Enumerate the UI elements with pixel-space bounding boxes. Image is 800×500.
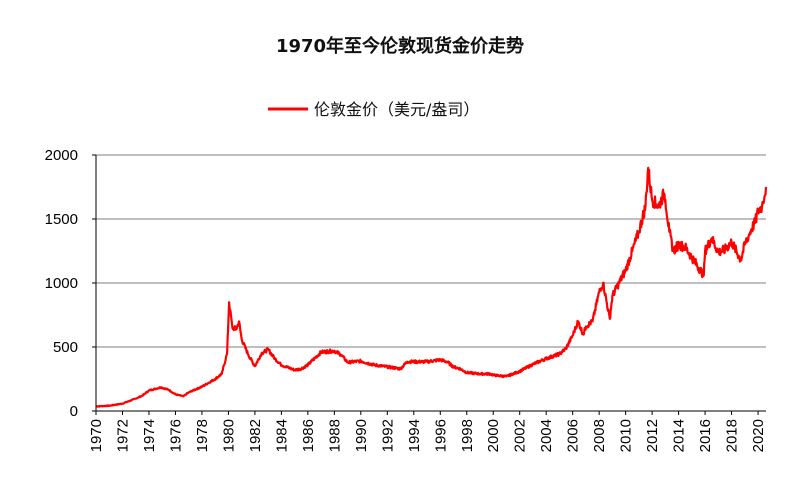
legend-label: 伦敦金价（美元/盎司）	[314, 100, 479, 119]
y-tick-label: 500	[53, 339, 78, 356]
legend: 伦敦金价（美元/盎司）	[268, 100, 479, 119]
y-tick-label: 0	[70, 403, 78, 420]
x-tick-label: 1986	[300, 419, 317, 452]
x-tick-label: 2008	[591, 419, 608, 452]
x-tick-label: 2002	[512, 419, 529, 452]
x-tick-label: 2012	[644, 419, 661, 452]
x-tick-label: 1998	[459, 419, 476, 452]
x-tick-label: 2000	[485, 419, 502, 452]
x-tick-label: 2014	[671, 419, 688, 452]
x-tick-label: 1988	[326, 419, 343, 452]
x-tick-label: 2004	[538, 419, 555, 452]
y-tick-label: 1000	[45, 275, 78, 292]
x-tick-label: 2010	[618, 419, 635, 452]
grid	[96, 154, 766, 348]
x-tick-label: 1976	[167, 419, 184, 452]
x-tick-label: 1974	[141, 419, 158, 452]
y-tick-label: 2000	[45, 147, 78, 164]
x-tick-label: 1980	[220, 419, 237, 452]
x-tick-label: 1978	[194, 419, 211, 452]
x-tick-label: 1970	[88, 419, 105, 452]
y-tick-label: 1500	[45, 211, 78, 228]
x-tick-label: 1982	[247, 419, 264, 452]
x-tick-labels: 1970 1972 1974 1976 1978 1980 1982 1984 1986 1988…	[88, 411, 767, 452]
y-tick-labels: 0 500 1000 1500 2000	[45, 147, 96, 420]
series-layer	[95, 166, 768, 408]
x-tick-label: 2018	[724, 419, 741, 452]
x-tick-label: 1990	[353, 419, 370, 452]
x-tick-label: 1984	[273, 419, 290, 452]
x-tick-label: 1994	[406, 419, 423, 452]
x-tick-label: 2016	[697, 419, 714, 452]
x-tick-label: 2006	[565, 419, 582, 452]
chart-title: 1970年至今伦敦现货金价走势	[276, 35, 524, 57]
x-tick-label: 1992	[379, 419, 396, 452]
x-tick-label: 2020	[750, 419, 767, 452]
x-tick-label: 1996	[432, 419, 449, 452]
x-tick-label: 1972	[114, 419, 131, 452]
series-line-gold-price	[95, 166, 768, 408]
